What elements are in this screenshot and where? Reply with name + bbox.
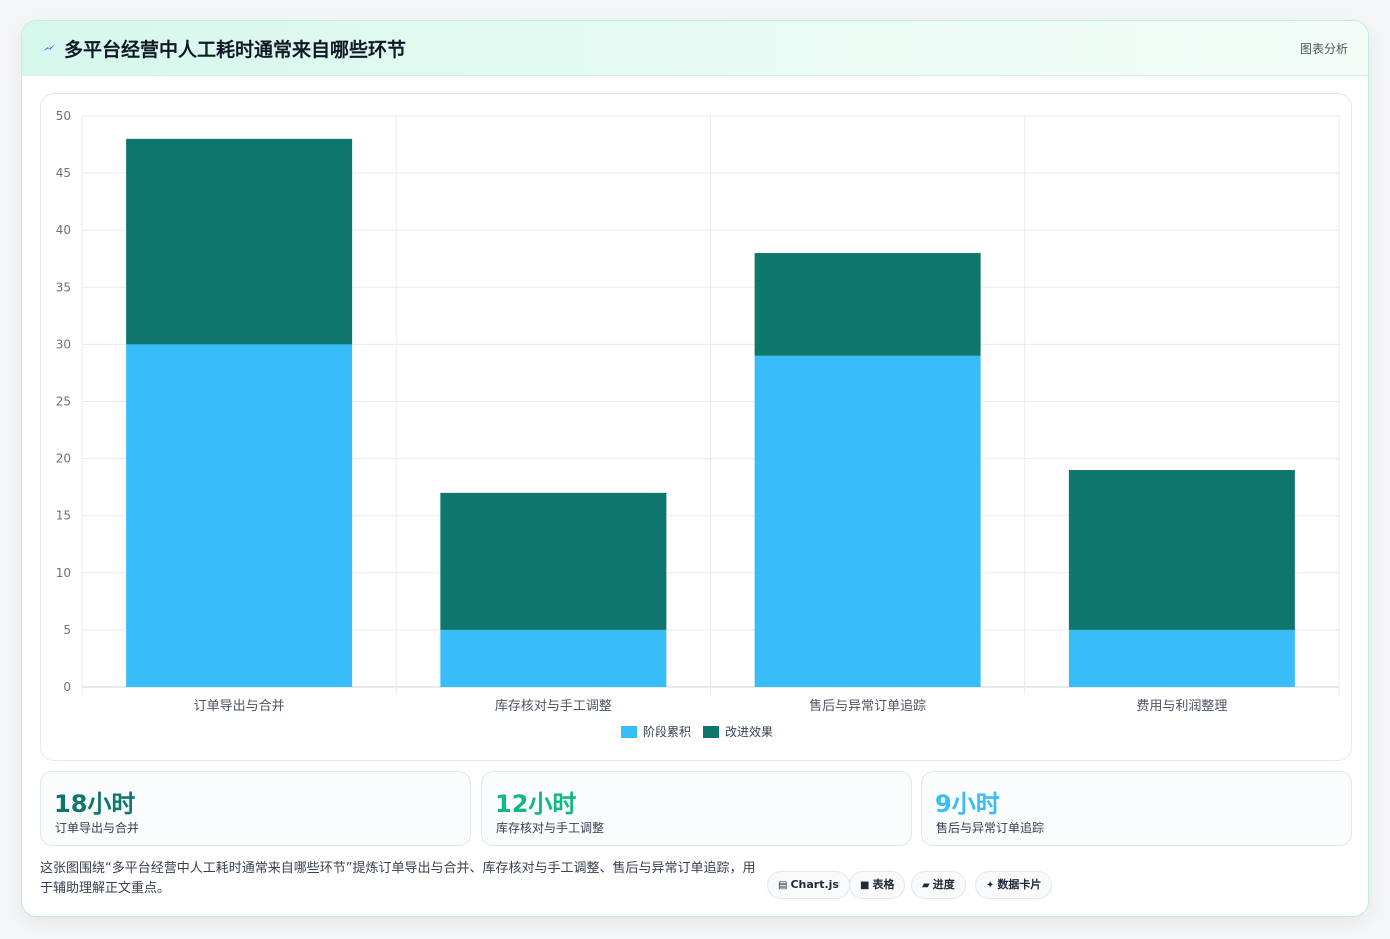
stat-card-1: 18小时 订单导出与合并	[40, 771, 471, 846]
lightning-icon	[43, 44, 55, 51]
table-icon: ■	[860, 880, 870, 891]
bar-segment	[754, 253, 981, 356]
bar-segment	[126, 344, 353, 687]
chip-label: 数据卡片	[997, 878, 1042, 891]
legend-swatch	[621, 726, 637, 738]
legend-swatch	[703, 726, 719, 738]
y-tick-label: 30	[56, 337, 71, 351]
bar-segment	[754, 355, 981, 687]
x-tick-label: 售后与异常订单追踪	[809, 698, 926, 714]
bar-segment	[1068, 470, 1295, 630]
bar-segment	[1068, 629, 1295, 687]
y-tick-label: 20	[56, 452, 71, 466]
y-tick-label: 0	[63, 680, 71, 694]
legend-label: 阶段累积	[643, 724, 691, 739]
x-tick-label: 订单导出与合并	[194, 699, 285, 714]
chart-icon: ▤	[778, 880, 788, 891]
chip-label: 表格	[872, 878, 895, 891]
chip-data-card[interactable]: ✦ 数据卡片	[975, 871, 1053, 899]
bar-segment	[440, 492, 667, 630]
chart-card: 多平台经营中人工耗时通常来自哪些环节 图表分析 0 5 10 15 20 25 30 35 40…	[21, 20, 1369, 917]
bar-segment	[126, 138, 353, 345]
chip-label: Chart.js	[790, 878, 839, 891]
stacked-bar-chart: 0 5 10 15 20 25 30 35 40 45 50 订单导出与合并 库存核对与手工调整 售后与异…	[56, 109, 1340, 739]
chart-description: 这张图围绕“多平台经营中人工耗时通常来自哪些环节”提炼订单导出与合并、库存核对与…	[40, 861, 756, 896]
stat-value: 9小时	[935, 790, 1000, 818]
bar-segment	[440, 629, 667, 687]
stat-label: 订单导出与合并	[55, 821, 140, 835]
chip-table[interactable]: ■ 表格	[849, 871, 906, 899]
chip-chartjs[interactable]: ▤ Chart.js	[767, 871, 850, 899]
chip-label: 进度	[932, 878, 955, 891]
page-title: 多平台经营中人工耗时通常来自哪些环节	[64, 39, 407, 61]
y-tick-label: 10	[56, 566, 71, 580]
y-tick-label: 45	[56, 166, 71, 180]
y-tick-label: 15	[56, 509, 71, 523]
y-tick-label: 25	[56, 395, 71, 409]
y-tick-label: 40	[56, 223, 71, 237]
chart-panel: 0 5 10 15 20 25 30 35 40 45 50 订单导出与合并 库存核对与手工调整 售后与异…	[40, 93, 1352, 761]
progress-icon: ▰	[922, 880, 930, 891]
card-header: 多平台经营中人工耗时通常来自哪些环节 图表分析	[22, 21, 1368, 76]
sparkle-icon: ✦	[986, 880, 995, 891]
x-tick-label: 库存核对与手工调整	[495, 698, 612, 714]
y-tick-label: 5	[63, 623, 71, 637]
legend-label: 改进效果	[725, 724, 773, 739]
chip-progress[interactable]: ▰ 进度	[911, 871, 966, 899]
x-tick-label: 费用与利润整理	[1136, 699, 1227, 714]
stat-label: 库存核对与手工调整	[496, 821, 605, 835]
stat-label: 售后与异常订单追踪	[936, 821, 1045, 835]
stat-card-3: 9小时 售后与异常订单追踪	[921, 771, 1352, 846]
stat-value: 12小时	[495, 790, 577, 818]
chart-analysis-tag: 图表分析	[1299, 42, 1348, 56]
stat-value: 18小时	[54, 790, 136, 818]
stat-card-2: 12小时 库存核对与手工调整	[481, 771, 912, 846]
y-tick-label: 35	[56, 280, 71, 294]
y-tick-label: 50	[56, 109, 71, 123]
